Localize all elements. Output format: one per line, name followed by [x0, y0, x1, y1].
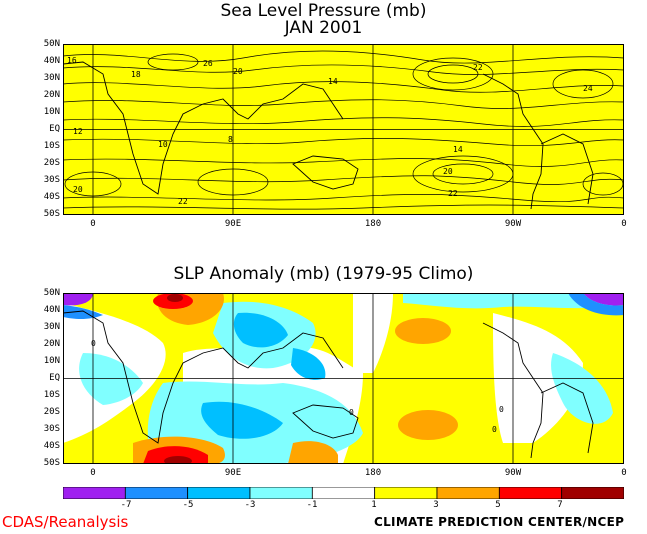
contour-label: 22 [473, 63, 483, 72]
bottom-map-svg: 0 0 0 0 [63, 293, 624, 464]
contour-label: 14 [328, 77, 338, 86]
lon-label: 90E [224, 468, 242, 478]
top-map-coastlines [63, 61, 594, 210]
top-map-grid [63, 44, 624, 215]
contour-label: 24 [583, 84, 593, 93]
top-map: 16 18 20 26 22 14 12 10 8 24 20 22 14 22… [63, 44, 624, 215]
lat-label: 10N [43, 356, 60, 366]
lat-label: 50S [43, 209, 60, 219]
lat-label: 40N [43, 305, 60, 315]
lon-label: 0 [621, 219, 627, 229]
lat-label: 40S [43, 192, 60, 202]
lat-label: 10S [43, 141, 60, 151]
lon-label: 90E [224, 219, 242, 229]
top-map-isobars [63, 50, 624, 210]
bottom-map-coastlines [63, 310, 594, 459]
colorbar-svg [63, 487, 624, 499]
colorbar [63, 487, 624, 499]
top-map-title: Sea Level Pressure (mb) [220, 1, 427, 21]
colorbar-segment [498, 487, 563, 499]
top-map-svg: 16 18 20 26 22 14 12 10 8 24 20 22 14 22… [63, 44, 624, 215]
lat-label: 30N [43, 73, 60, 83]
contour-label: 0 [91, 339, 96, 348]
lat-label: EQ [49, 373, 60, 383]
colorbar-segment [311, 487, 376, 499]
lat-label: 20N [43, 90, 60, 100]
lat-label: 50N [43, 288, 60, 298]
contour-label: 12 [73, 127, 83, 136]
anomaly-negative-medium [201, 312, 326, 439]
lat-label: 40N [43, 56, 60, 66]
colorbar-tick-label: 1 [371, 500, 377, 510]
contour-label: 0 [349, 408, 354, 417]
lon-label: 90W [504, 219, 522, 229]
top-map-contour-labels: 16 18 20 26 22 14 12 10 8 24 20 22 14 22… [67, 56, 593, 206]
colorbar-tick-label: -1 [306, 500, 318, 510]
lon-label: 180 [364, 219, 382, 229]
lon-label: 180 [364, 468, 382, 478]
contour-label: 8 [228, 135, 233, 144]
bottom-map: 0 0 0 0 [63, 293, 624, 464]
contour-label: 20 [73, 185, 83, 194]
colorbar-tick-label: 5 [495, 500, 501, 510]
bottom-map-title: SLP Anomaly (mb) (1979-95 Climo) [173, 264, 474, 284]
colorbar-segment [249, 487, 313, 499]
contour-label: 20 [443, 167, 453, 176]
colorbar-tick-label: -3 [244, 500, 256, 510]
agency-credit: CLIMATE PREDICTION CENTER/NCEP [374, 515, 625, 529]
colorbar-tick-label: 7 [557, 500, 563, 510]
colorbar-segment [561, 487, 624, 499]
bottom-map-grid [63, 293, 624, 464]
contour-label: 10 [158, 140, 168, 149]
lat-label: 20S [43, 407, 60, 417]
colorbar-segment [436, 487, 500, 499]
top-map-frame [63, 44, 624, 215]
anomaly-positive-extreme [164, 294, 192, 464]
lat-label: 50N [43, 39, 60, 49]
lon-label: 0 [621, 468, 627, 478]
lat-label: 20N [43, 339, 60, 349]
lat-label: 30S [43, 424, 60, 434]
colorbar-tick-label: -7 [120, 500, 132, 510]
contour-label: 16 [67, 56, 77, 65]
lat-label: EQ [49, 124, 60, 134]
colorbar-tick-label: 3 [433, 500, 439, 510]
lon-label: 0 [90, 219, 96, 229]
colorbar-segment [63, 487, 126, 499]
colorbar-segment [187, 487, 251, 499]
contour-label: 0 [492, 425, 497, 434]
anomaly-negative-extreme [63, 293, 624, 306]
contour-label: 26 [203, 59, 213, 68]
contour-label: 20 [233, 67, 243, 76]
bottom-map-contour-labels: 0 0 0 0 [91, 339, 504, 434]
colorbar-segment [124, 487, 189, 499]
colorbar-tick-label: -5 [182, 500, 194, 510]
lat-label: 30S [43, 175, 60, 185]
lat-label: 30N [43, 322, 60, 332]
contour-label: 14 [453, 145, 463, 154]
lat-label: 50S [43, 458, 60, 468]
contour-label: 0 [499, 405, 504, 414]
lon-label: 90W [504, 468, 522, 478]
lat-label: 40S [43, 441, 60, 451]
contour-label: 22 [178, 197, 188, 206]
top-map-subtitle: JAN 2001 [284, 18, 363, 38]
lat-label: 10N [43, 107, 60, 117]
lat-label: 20S [43, 158, 60, 168]
lat-label: 10S [43, 390, 60, 400]
data-source-label: CDAS/Reanalysis [2, 513, 129, 531]
contour-label: 18 [131, 70, 141, 79]
colorbar-segment [374, 487, 438, 499]
contour-label: 22 [448, 189, 458, 198]
bottom-map-frame [63, 293, 624, 464]
lon-label: 0 [90, 468, 96, 478]
